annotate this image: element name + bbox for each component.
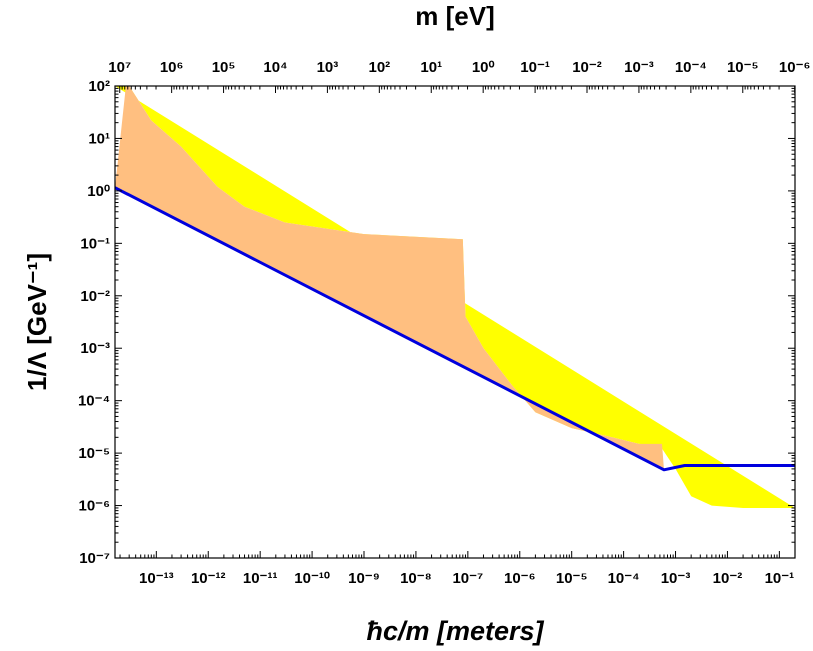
bound-line — [115, 186, 795, 472]
y-tick-label: 10⁻⁶ — [78, 498, 110, 515]
x-tick-label: 10⁻¹⁰ — [294, 570, 330, 587]
y-tick-label: 10² — [88, 78, 110, 95]
top-tick-label: 10⁻² — [572, 59, 602, 76]
y-tick-label: 10⁻² — [80, 288, 110, 305]
y-tick-label: 10⁻¹ — [80, 235, 110, 252]
y-tick-label: 10⁻³ — [80, 340, 110, 357]
top-tick-label: 10⁰ — [472, 59, 495, 76]
tick-labels: 10² 10¹ 10⁰ 10⁻¹ 10⁻² 10⁻³ 10⁻⁴ 10⁻⁵ 10⁻⁶ 10⁻⁷ 10⁻… — [78, 59, 810, 587]
x-tick-label: 10⁻⁴ — [608, 570, 640, 587]
excluded-region-2 — [115, 86, 664, 470]
top-tick-label: 10⁻¹ — [520, 59, 550, 76]
x-tick-label: 10⁻² — [713, 570, 743, 587]
x-axis-title: ħc/m [meters] — [366, 616, 544, 646]
y-tick-label: 10⁻⁵ — [78, 445, 110, 462]
x-tick-label: 10⁻⁵ — [556, 570, 588, 587]
plot-area — [115, 86, 795, 508]
x-tick-label: 10⁻¹³ — [139, 570, 174, 587]
x-tick-label: 10⁻¹ — [765, 570, 795, 587]
top-tick-label: 10⁻³ — [624, 59, 654, 76]
y-tick-label: 10¹ — [88, 130, 110, 147]
x-tick-label: 10⁻¹² — [191, 570, 226, 587]
x-tick-label: 10⁻¹¹ — [243, 570, 278, 587]
top-tick-label: 10¹ — [420, 59, 442, 76]
y-tick-label: 10⁻⁷ — [79, 550, 110, 567]
top-tick-label: 10⁵ — [212, 59, 236, 76]
top-tick-label: 10⁻⁴ — [675, 59, 707, 76]
x-tick-label: 10⁻⁶ — [504, 570, 536, 587]
top-tick-label: 10⁻⁶ — [779, 59, 811, 76]
top-tick-label: 10³ — [317, 59, 339, 76]
x-tick-label: 10⁻⁹ — [348, 570, 380, 587]
y-tick-label: 10⁻⁴ — [78, 393, 110, 410]
y-tick-label: 10⁰ — [87, 183, 110, 200]
x-tick-label: 10⁻³ — [661, 570, 691, 587]
y-axis-title: 1/Λ [GeV⁻¹] — [22, 253, 52, 391]
x-tick-label: 10⁻⁷ — [452, 570, 483, 587]
top-tick-label: 10⁴ — [263, 59, 287, 76]
top-tick-label: 10⁷ — [108, 59, 131, 76]
top-axis-title: m [eV] — [415, 1, 494, 31]
top-tick-label: 10² — [368, 59, 390, 76]
plot-frame — [114, 85, 796, 559]
top-tick-label: 10⁻⁵ — [727, 59, 759, 76]
x-tick-label: 10⁻⁸ — [400, 570, 432, 587]
top-tick-label: 10⁶ — [160, 59, 184, 76]
